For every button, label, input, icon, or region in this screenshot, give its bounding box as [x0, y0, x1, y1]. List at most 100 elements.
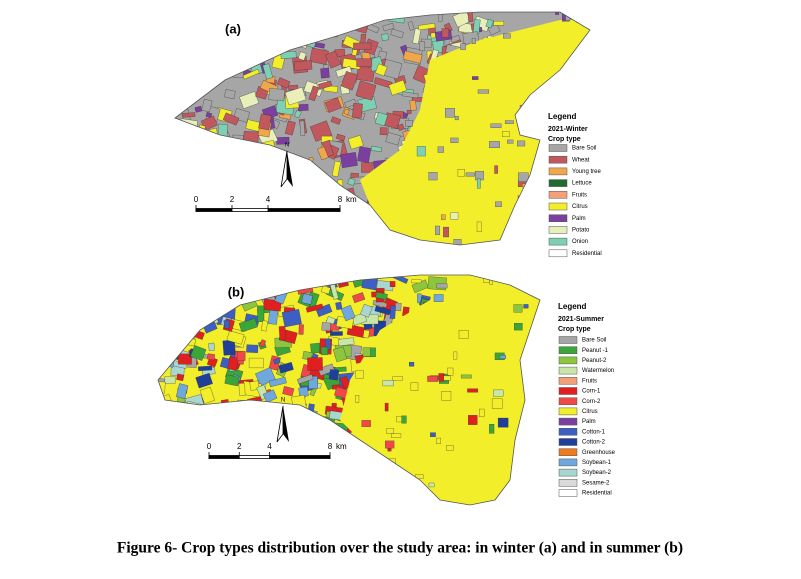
field	[198, 457, 216, 473]
field	[204, 56, 216, 63]
field	[206, 17, 220, 35]
field	[405, 120, 413, 127]
field	[190, 280, 203, 295]
field	[262, 26, 273, 36]
field	[347, 177, 356, 186]
field	[360, 303, 373, 318]
field	[297, 374, 314, 385]
field	[368, 12, 387, 21]
field	[208, 342, 215, 351]
field	[514, 323, 523, 331]
field	[196, 158, 214, 178]
field	[180, 311, 194, 324]
field	[340, 305, 356, 322]
field	[221, 60, 231, 69]
legend-label: Watermelon	[582, 368, 614, 374]
field	[348, 491, 361, 505]
north-label: N	[281, 398, 285, 404]
field	[578, 199, 585, 204]
field	[320, 285, 331, 295]
field	[217, 123, 228, 140]
field	[210, 499, 225, 505]
field	[376, 472, 386, 483]
field	[322, 487, 335, 496]
field	[204, 275, 222, 283]
field	[446, 445, 454, 451]
field	[338, 337, 355, 347]
field	[347, 135, 364, 150]
field	[256, 430, 270, 441]
legend-heading: Crop type	[558, 326, 591, 333]
field	[375, 291, 388, 300]
field	[273, 190, 291, 203]
field	[223, 216, 234, 232]
field	[468, 415, 478, 425]
field	[494, 165, 498, 174]
field	[184, 70, 200, 82]
field	[258, 427, 272, 435]
field	[585, 49, 590, 56]
field	[175, 64, 188, 82]
field	[467, 388, 479, 393]
field	[296, 12, 315, 30]
field	[307, 357, 323, 371]
field	[158, 300, 169, 317]
field	[538, 331, 540, 338]
legend-label: Peanut-2	[582, 358, 607, 364]
field	[242, 68, 260, 80]
field	[454, 115, 459, 121]
field	[218, 416, 229, 431]
field	[194, 420, 201, 430]
field	[365, 238, 384, 245]
field	[401, 91, 419, 99]
field	[391, 482, 398, 491]
field	[186, 183, 198, 193]
caption: Figure 6- Crop types distribution over t…	[117, 540, 683, 557]
field	[249, 183, 267, 194]
field	[360, 507, 365, 513]
field	[298, 324, 304, 335]
field	[382, 23, 395, 32]
field	[324, 97, 342, 113]
field	[278, 326, 287, 341]
field	[428, 243, 444, 245]
field	[299, 499, 318, 505]
field	[318, 12, 325, 16]
field	[190, 345, 207, 361]
field	[226, 330, 245, 345]
legend-label: Cotton-1	[582, 429, 606, 435]
legend-label: Soybean-2	[582, 470, 612, 476]
field	[175, 230, 179, 238]
field	[263, 298, 282, 312]
legend-label: Lettuce	[572, 181, 592, 187]
field	[443, 375, 451, 381]
field	[485, 18, 494, 29]
field	[533, 116, 544, 126]
field	[178, 152, 187, 161]
field	[377, 473, 396, 486]
field	[295, 278, 314, 295]
field	[216, 158, 226, 170]
field	[178, 353, 192, 365]
field	[208, 58, 220, 66]
field	[523, 304, 529, 309]
field	[347, 12, 361, 28]
field	[331, 160, 341, 177]
field	[306, 416, 320, 424]
field	[298, 222, 311, 233]
field	[294, 478, 311, 498]
field	[375, 462, 389, 476]
field	[235, 422, 255, 440]
field	[183, 418, 193, 427]
field	[196, 32, 204, 45]
legend-label: Young tree	[572, 169, 601, 175]
field	[284, 86, 307, 106]
field	[308, 482, 327, 496]
field	[158, 365, 165, 374]
field	[339, 209, 353, 226]
field	[318, 80, 333, 90]
field	[256, 494, 270, 505]
field	[224, 412, 237, 426]
field	[407, 21, 415, 31]
